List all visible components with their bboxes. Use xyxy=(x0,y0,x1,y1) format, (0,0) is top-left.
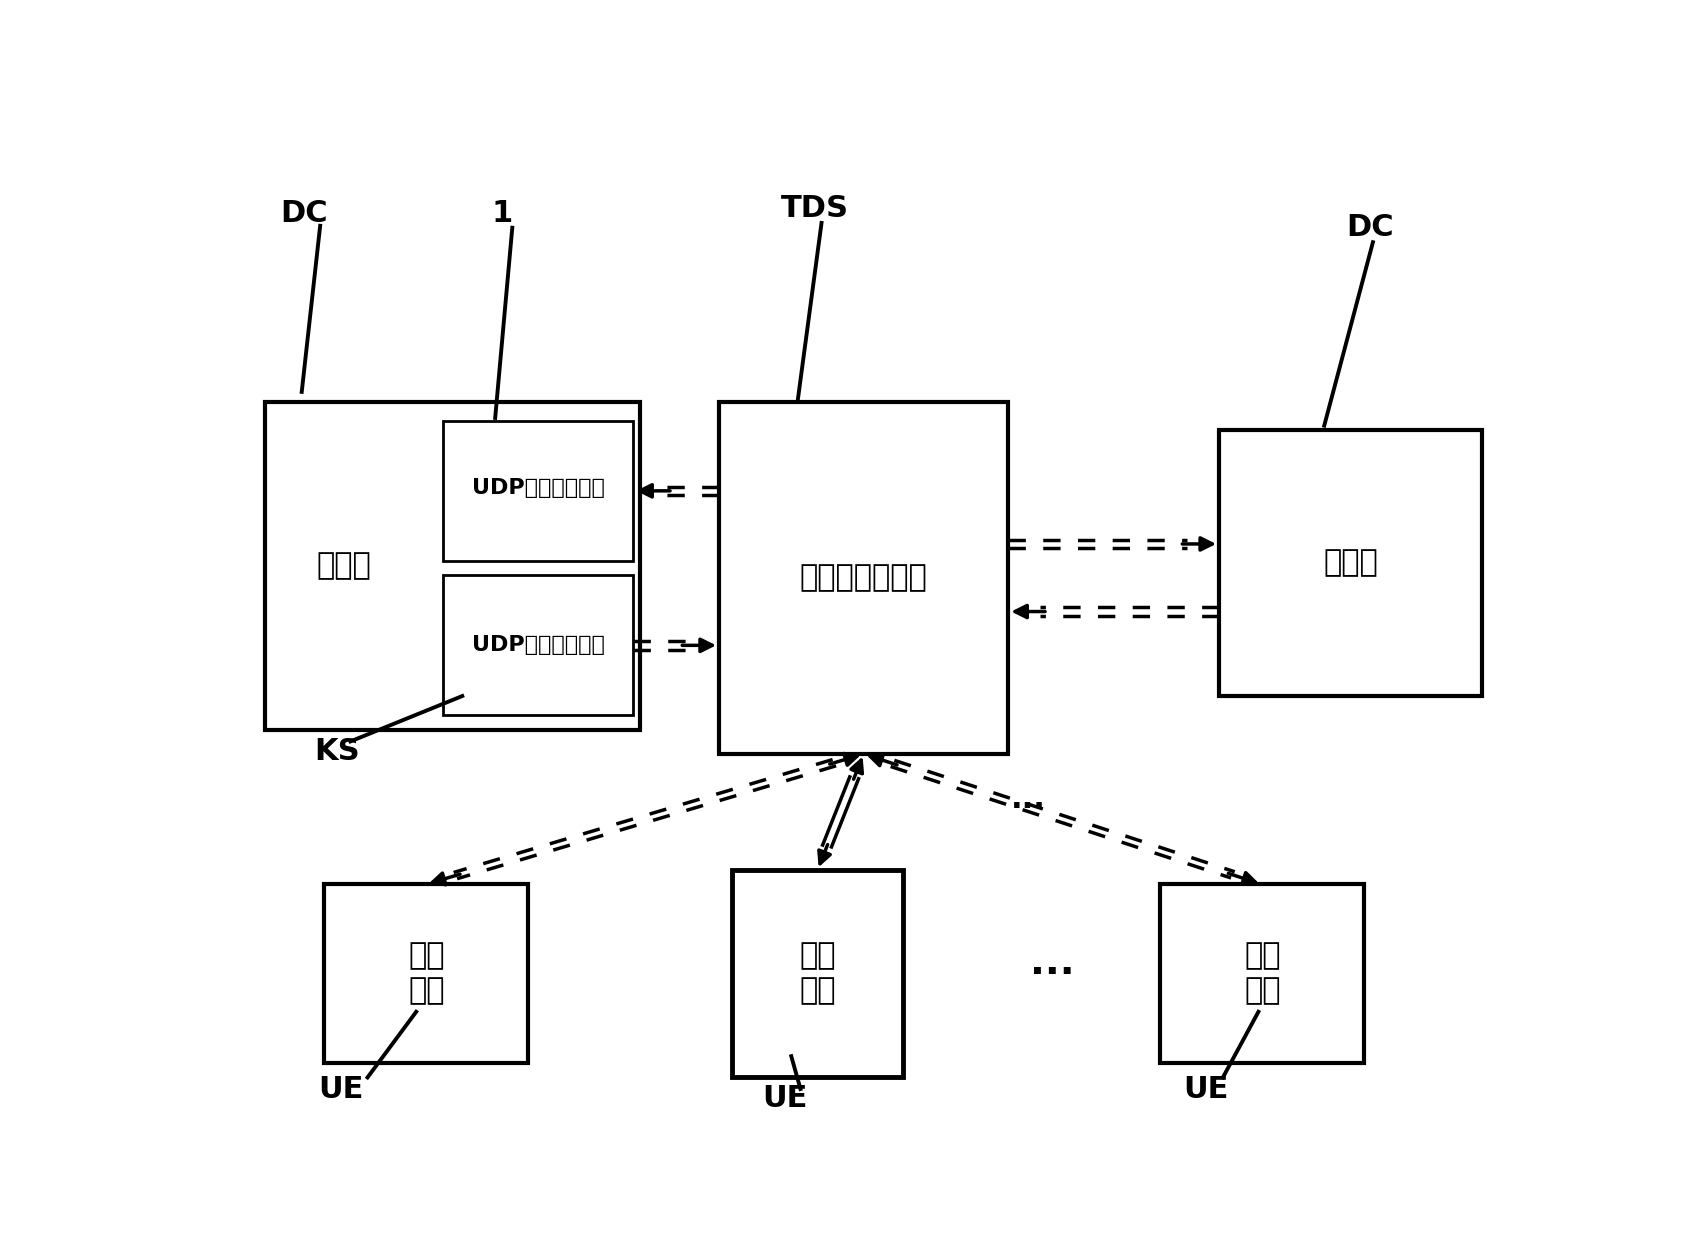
Bar xyxy=(732,870,903,1077)
Text: DC: DC xyxy=(280,198,328,228)
Text: ···: ··· xyxy=(1029,954,1075,992)
Text: UE: UE xyxy=(762,1085,807,1114)
Text: UE: UE xyxy=(319,1075,363,1104)
Bar xyxy=(443,421,633,561)
Text: TDS: TDS xyxy=(781,194,849,223)
Text: KS: KS xyxy=(314,736,360,766)
Text: UDP套接口服务器: UDP套接口服务器 xyxy=(472,479,604,498)
Text: ···: ··· xyxy=(1010,793,1046,821)
Bar xyxy=(265,401,640,730)
Bar xyxy=(443,576,633,715)
Text: 用户
终端: 用户 终端 xyxy=(800,940,835,1006)
Bar xyxy=(1160,884,1363,1063)
Text: 用户
终端: 用户 终端 xyxy=(409,940,445,1006)
Bar xyxy=(1219,430,1482,696)
Text: UE: UE xyxy=(1184,1075,1228,1104)
Text: 集群调度服务器: 集群调度服务器 xyxy=(800,563,927,592)
Bar xyxy=(718,401,1009,754)
Text: 用户
终端: 用户 终端 xyxy=(1245,940,1280,1006)
Text: 调度台: 调度台 xyxy=(1323,548,1377,577)
Text: 1: 1 xyxy=(491,198,513,228)
Text: 调度台: 调度台 xyxy=(316,552,372,581)
Bar xyxy=(324,884,528,1063)
Text: DC: DC xyxy=(1347,213,1394,242)
Text: UDP套接口客户端: UDP套接口客户端 xyxy=(472,635,604,655)
